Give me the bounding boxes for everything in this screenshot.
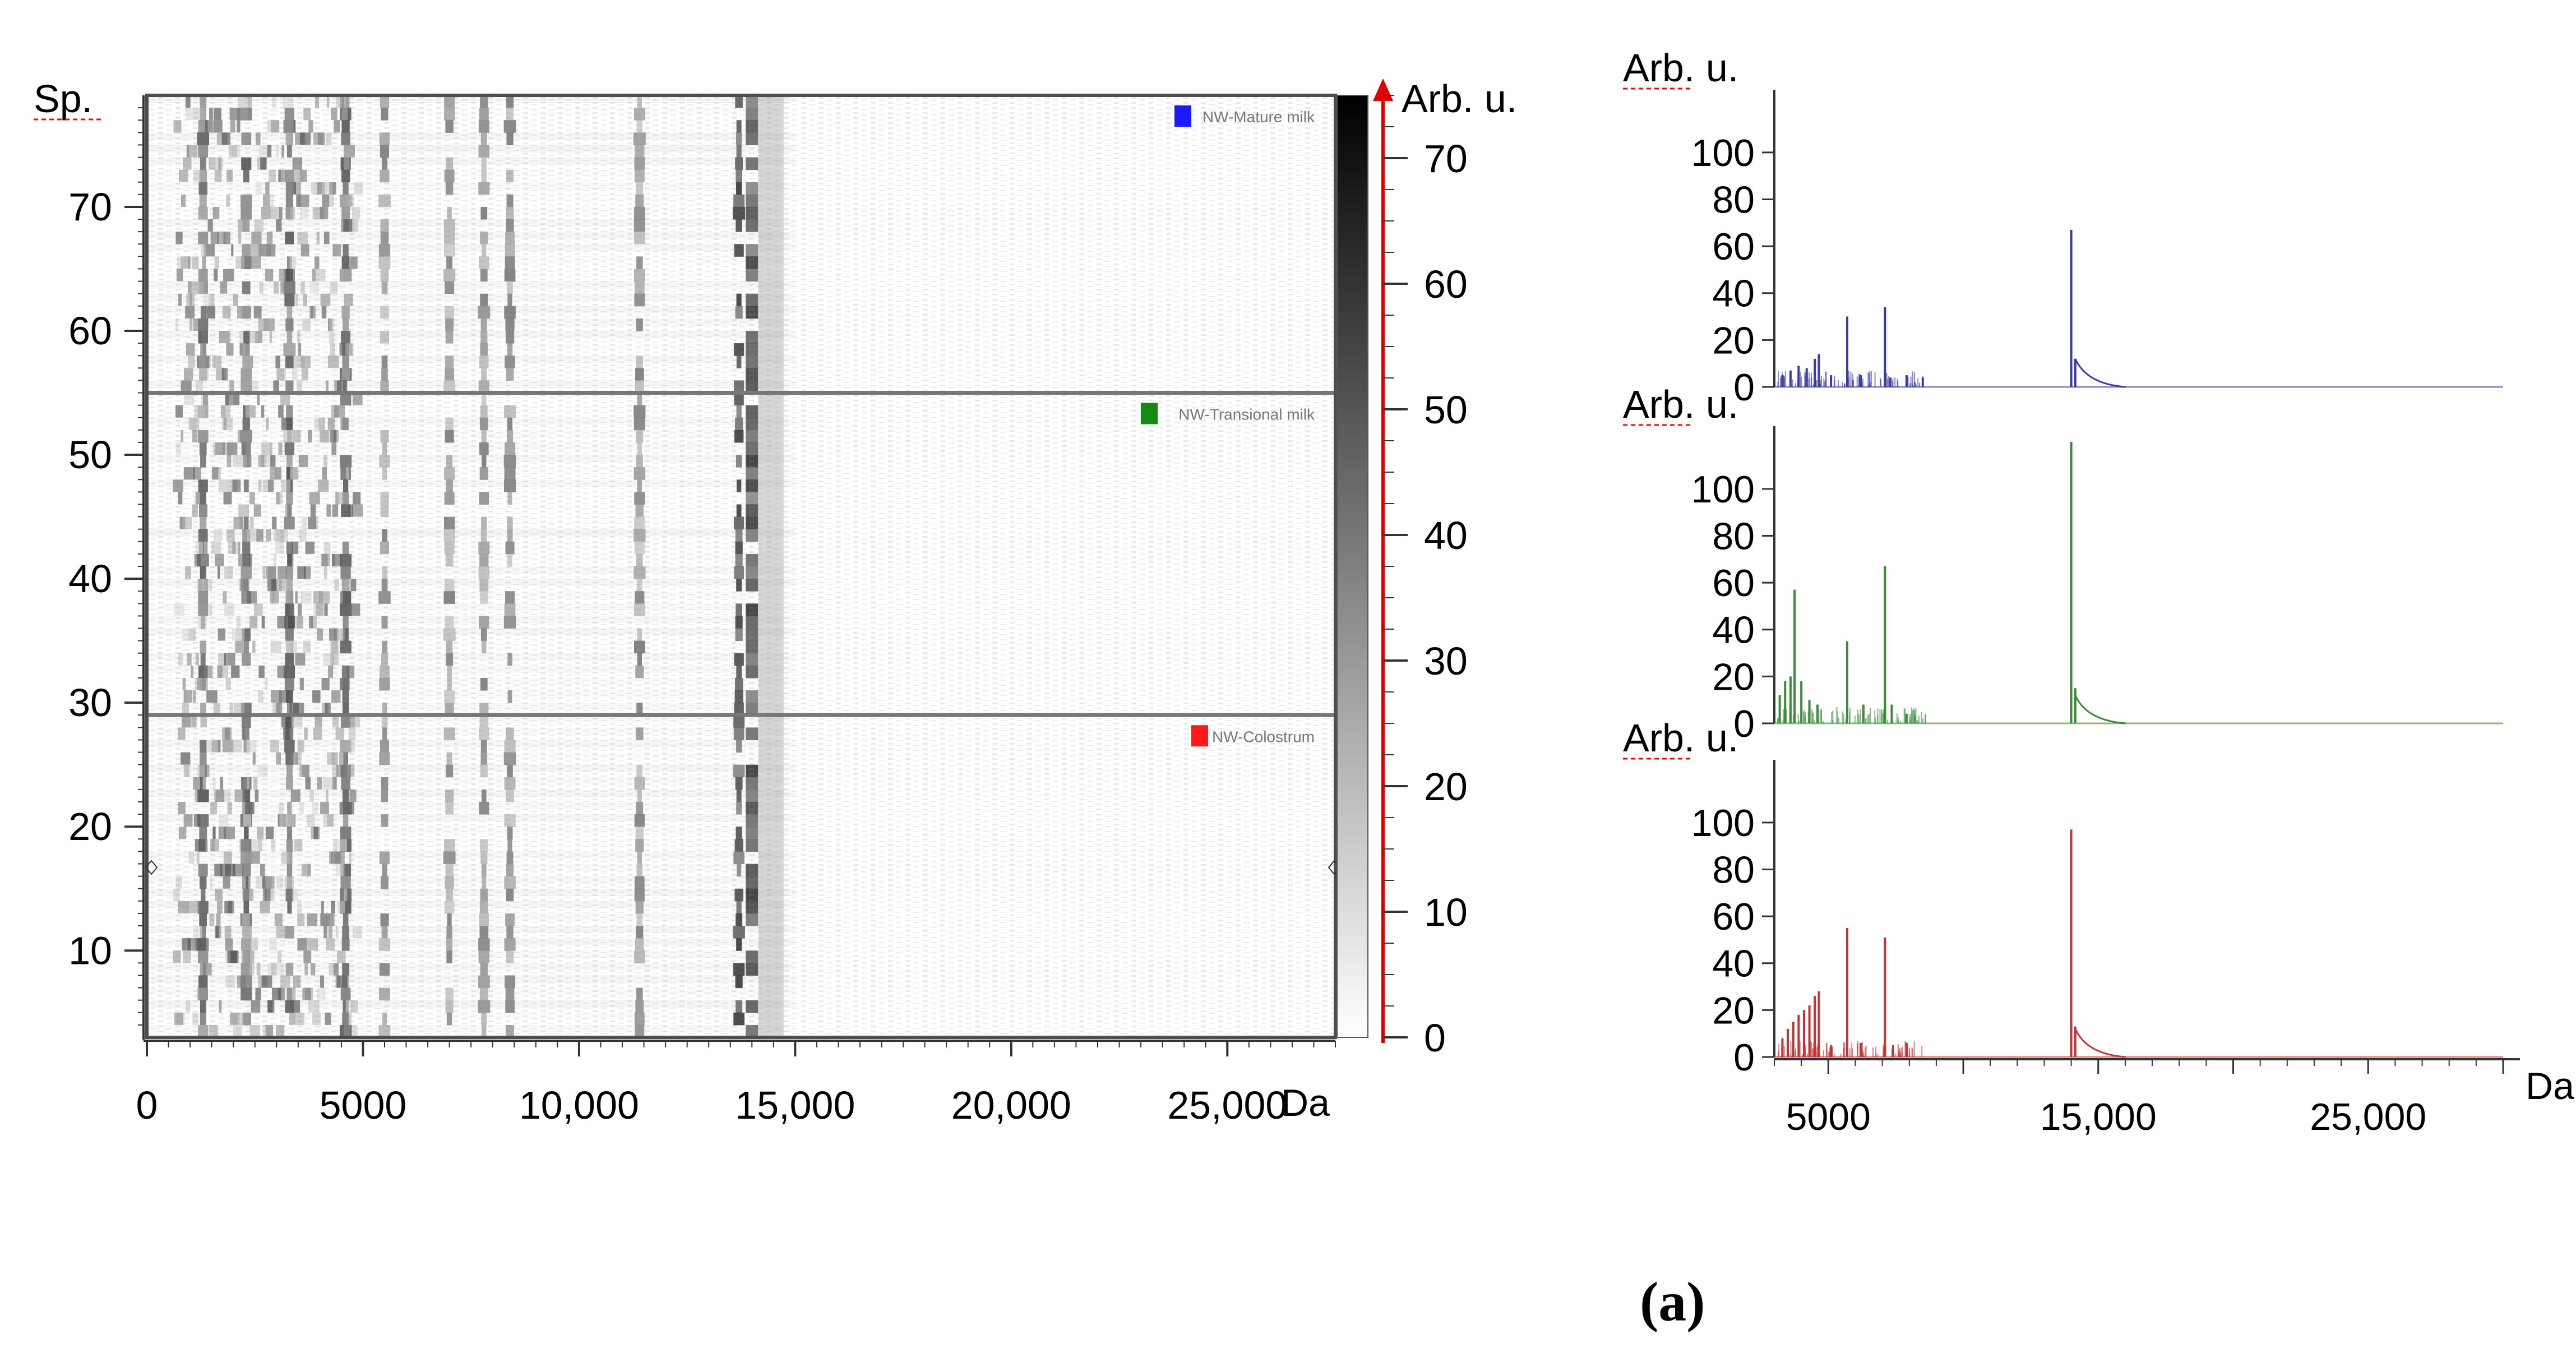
heatmap-x-tick-label: 10,000 — [519, 1083, 639, 1127]
colorbar-title: Arb. u. — [1402, 77, 1517, 121]
heatmap-y-tick-label: 40 — [68, 557, 112, 601]
spectrum-y-title: Arb. u. — [1623, 716, 1738, 760]
spectrum-peak-tail — [2074, 358, 2126, 388]
spectrum-y-tick-label: 80 — [1712, 178, 1755, 221]
spectrum-y-tick-label: 20 — [1712, 989, 1755, 1032]
spectrum-x-unit: Da — [2526, 1065, 2574, 1107]
heatmap-y-tick-label: 50 — [68, 433, 112, 477]
spectrum-y-tick-label: 0 — [1733, 703, 1755, 745]
spectrum-y-tick-label: 0 — [1733, 1036, 1755, 1079]
colorbar-tick-label: 0 — [1424, 1016, 1446, 1060]
spectrum-peak-tail — [2074, 695, 2126, 724]
heatmap-x-tick-label: 15,000 — [735, 1083, 855, 1127]
spectrum-y-title: Arb. u. — [1623, 382, 1738, 426]
spectrum-y-tick-label: 100 — [1691, 132, 1755, 174]
spectrum-y-tick-label: 100 — [1691, 802, 1755, 844]
spectrum-y-tick-label: 20 — [1712, 319, 1755, 362]
heatmap-left-marker — [145, 860, 158, 875]
spectrum-y-tick-label: 60 — [1712, 225, 1755, 268]
spectrum-y-title: Arb. u. — [1623, 46, 1738, 90]
colorbar-tick-label: 30 — [1424, 639, 1468, 683]
spectrum-x-tick-label: 15,000 — [2040, 1096, 2157, 1138]
heatmap-y-axis: 10 20 30 40 50 60 70 — [68, 95, 145, 1040]
heatmap-x-tick-label: 25,000 — [1167, 1083, 1287, 1127]
spectrum-y-tick-label: 80 — [1712, 515, 1755, 557]
heatmap-y-tick-label: 20 — [68, 805, 112, 848]
spectrum-peak-tail — [2074, 1028, 2126, 1058]
heatmap-y-tick-label: 70 — [68, 185, 112, 229]
colorbar-tick-label: 70 — [1424, 137, 1468, 181]
colorbar-tick-label: 10 — [1424, 890, 1468, 934]
group-label: NW-Colostrum — [1212, 728, 1315, 745]
heatmap-y-tick-label: 60 — [68, 309, 112, 353]
heatmap-y-tick-label: 10 — [68, 929, 112, 972]
colorbar-tick-label: 60 — [1424, 262, 1468, 306]
figure-caption: (a) — [1640, 1271, 1705, 1333]
colorbar-gradient — [1336, 95, 1368, 1038]
group-legend-swatch — [1191, 725, 1208, 747]
spectrum-x-tick-label: 25,000 — [2310, 1096, 2426, 1138]
spectrum-y-tick-label: 0 — [1733, 366, 1755, 409]
colorbar-tick-label: 20 — [1424, 765, 1468, 809]
spectrum-x-tick-label: 5000 — [1786, 1096, 1871, 1138]
spectrum-y-tick-label: 40 — [1712, 943, 1755, 985]
group-legend-swatch — [1141, 403, 1158, 424]
colorbar-axis-arrow — [1373, 79, 1393, 101]
spectrum-y-tick-label: 20 — [1712, 656, 1755, 698]
heatmap-x-axis: 0 5000 10,000 15,000 20,000 25,000 — [136, 1040, 1336, 1127]
spectrum-y-tick-label: 100 — [1691, 468, 1755, 511]
colorbar-tick-label: 40 — [1424, 514, 1468, 557]
spectrum-y-tick-label: 60 — [1712, 562, 1755, 604]
spectrum-y-tick-label: 40 — [1712, 273, 1755, 315]
heatmap-noise — [147, 95, 1335, 1037]
heatmap-y-tick-label: 30 — [68, 681, 112, 724]
colorbar: 0 10 20 30 40 50 60 70 Arb. u. — [1336, 77, 1517, 1060]
heatmap-panel: NW-Mature milk NW-Transional milk NW-Colos… — [34, 77, 1341, 1127]
spectrum-y-tick-label: 40 — [1712, 609, 1755, 652]
heatmap-x-unit: Da — [1281, 1082, 1330, 1124]
group-label: NW-Mature milk — [1203, 108, 1315, 126]
heatmap-group-dividers: NW-Mature milk NW-Transional milk NW-Colos… — [147, 105, 1335, 747]
group-label: NW-Transional milk — [1178, 406, 1315, 423]
colorbar-tick-label: 50 — [1424, 388, 1468, 432]
heatmap-x-tick-label: 0 — [136, 1083, 158, 1127]
heatmap-frame — [145, 94, 1337, 1039]
heatmap-y-title: Sp. — [34, 77, 93, 121]
heatmap-x-tick-label: 20,000 — [951, 1083, 1071, 1127]
group-legend-swatch — [1174, 105, 1191, 127]
heatmap-x-tick-label: 5000 — [320, 1083, 407, 1127]
spectrum-y-tick-label: 60 — [1712, 895, 1755, 938]
spectrum-y-tick-label: 80 — [1712, 848, 1755, 891]
colorbar-ticks: 0 10 20 30 40 50 60 70 — [1383, 95, 1468, 1060]
